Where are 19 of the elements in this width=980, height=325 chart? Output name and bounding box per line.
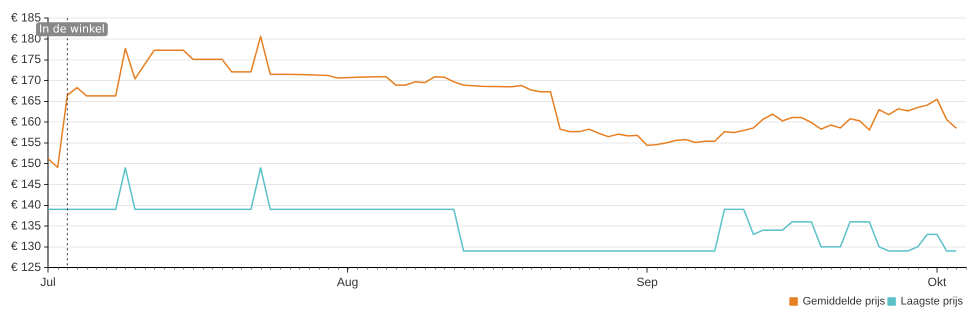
x-tick-label: Sep: [636, 275, 658, 290]
ref-line-label: In de winkel: [39, 22, 105, 36]
y-tick-label: € 160: [11, 114, 42, 128]
x-tick-label: Jul: [40, 275, 56, 290]
y-tick-label: € 145: [11, 176, 42, 191]
legend-label: Gemiddelde prijs: [802, 296, 886, 308]
y-tick-label: € 130: [11, 239, 42, 254]
y-tick-label: € 150: [11, 156, 42, 170]
y-tick-label: € 175: [11, 52, 42, 66]
y-tick-label: € 140: [11, 198, 42, 212]
y-tick-label: € 125: [11, 260, 42, 274]
y-tick-label: € 185: [11, 10, 42, 25]
y-tick-label: € 155: [11, 135, 42, 150]
y-tick-label: € 135: [11, 218, 42, 232]
y-tick-label: € 165: [11, 94, 42, 108]
y-tick-label: € 170: [11, 72, 42, 87]
legend-label: Laagste prijs: [900, 296, 964, 308]
x-tick-label: Okt: [928, 275, 948, 290]
x-tick-label: Aug: [336, 275, 358, 290]
